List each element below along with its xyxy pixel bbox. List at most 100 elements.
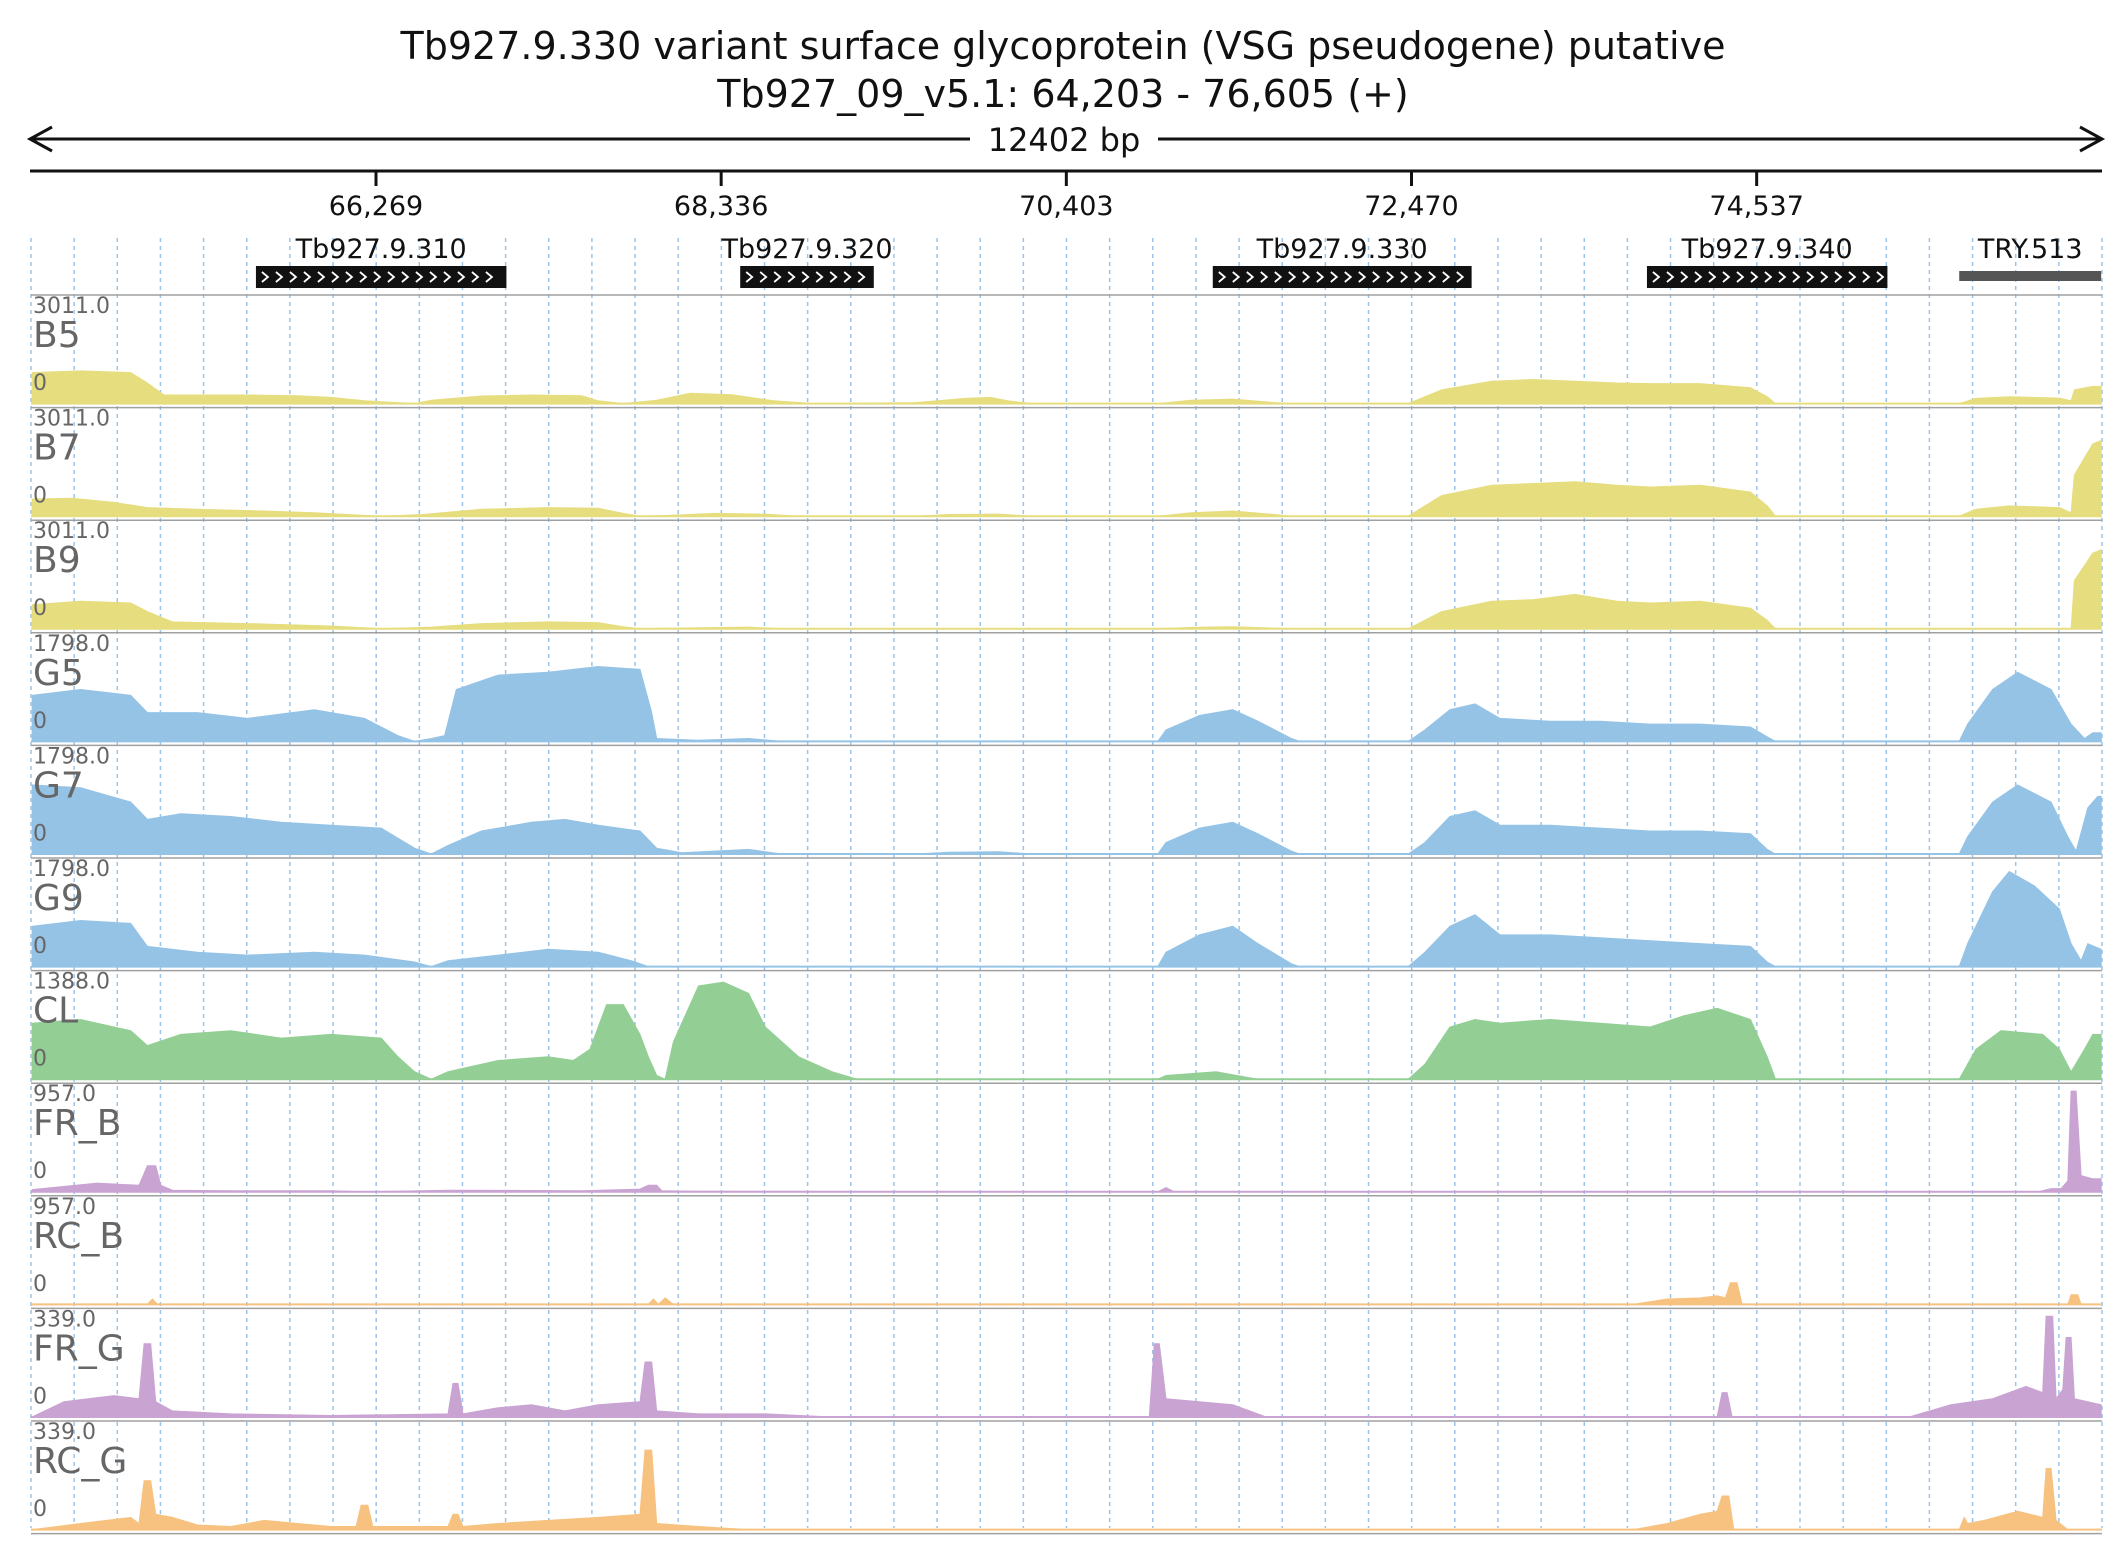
- strand-arrow: [443, 271, 452, 283]
- strand-arrow: [1680, 271, 1689, 283]
- strand-arrow: [1428, 271, 1437, 283]
- strand-arrow: [759, 271, 768, 283]
- strand-arrow: [801, 271, 810, 283]
- span-arrow-right-head: [2079, 125, 2106, 153]
- track-max-label: 957.0: [33, 1082, 96, 1107]
- coverage-area: [31, 439, 2102, 517]
- track-name: G9: [33, 878, 84, 919]
- strand-arrow: [857, 271, 866, 283]
- strand-arrow: [1862, 271, 1871, 283]
- coverage-area: [31, 981, 2102, 1080]
- track-max-label: 339.0: [33, 1307, 96, 1332]
- track-zero-label: 0: [33, 934, 47, 959]
- figure-subtitle: Tb927_09_v5.1: 64,203 - 76,605 (+): [717, 72, 1409, 116]
- strand-arrow: [1386, 271, 1395, 283]
- strand-arrow: [401, 271, 410, 283]
- strand-arrow: [815, 271, 824, 283]
- ruler-ticks: 66,269 68,336 70,403 72,470 74,537: [329, 171, 1804, 222]
- strand-arrow: [1820, 271, 1829, 283]
- strand-arrow: [485, 271, 494, 283]
- strand-arrow: [1876, 271, 1885, 283]
- track-zero-label: 0: [33, 1497, 47, 1522]
- track-max-label: 1798.0: [33, 632, 110, 657]
- strand-arrow: [1764, 271, 1773, 283]
- coverage-area: [31, 784, 2102, 855]
- strand-arrow: [471, 271, 480, 283]
- strand-arrow: [773, 271, 782, 283]
- track-name: B9: [33, 540, 81, 581]
- span-label: 12402 bp: [988, 121, 1141, 159]
- track-fr-g: 339.0FR_G 0: [31, 1307, 2102, 1418]
- track-name: G5: [33, 653, 84, 694]
- strand-arrow: [745, 271, 754, 283]
- track-zero-label: 0: [33, 371, 47, 396]
- coverage-area: [32, 1449, 2102, 1531]
- ruler-tick-label: 68,336: [674, 191, 768, 222]
- strand-arrow: [1456, 271, 1465, 283]
- track-zero-label: 0: [33, 1272, 47, 1297]
- gene-label: Tb927.9.320: [720, 234, 892, 265]
- track-max-label: 1798.0: [33, 857, 110, 882]
- strand-arrow: [1736, 271, 1745, 283]
- strand-arrow: [1344, 271, 1353, 283]
- strand-arrow: [373, 271, 382, 283]
- strand-arrow: [1232, 271, 1241, 283]
- track-zero-label: 0: [33, 1384, 47, 1409]
- strand-arrow: [317, 271, 326, 283]
- ruler: 12402 bp 66,269 68,336 70,403 72,470 74,537: [26, 117, 2106, 222]
- track-g5: 1798.0G5 0: [31, 632, 2102, 743]
- strand-arrow: [1792, 271, 1801, 283]
- strand-arrow: [1372, 271, 1381, 283]
- strand-arrow: [387, 271, 396, 283]
- strand-arrow: [1274, 271, 1283, 283]
- strand-arrow: [1834, 271, 1843, 283]
- ruler-tick-label: 72,470: [1364, 191, 1458, 222]
- strand-arrow: [1288, 271, 1297, 283]
- strand-arrow: [1848, 271, 1857, 283]
- track-name: RC_G: [33, 1441, 127, 1482]
- track-zero-label: 0: [33, 484, 47, 509]
- track-zero-label: 0: [33, 821, 47, 846]
- gene-label: Tb927.9.310: [295, 234, 467, 265]
- track-name: CL: [33, 991, 78, 1032]
- strand-arrow: [1442, 271, 1451, 283]
- gene-label: TRY.513: [1977, 234, 2083, 265]
- strand-arrow: [1218, 271, 1227, 283]
- gene-annotations: Tb927.9.310 Tb927.9.320 Tb927.9.330 Tb927.9…: [255, 234, 2102, 288]
- ruler-tick-label: 70,403: [1019, 191, 1113, 222]
- track-zero-label: 0: [33, 596, 47, 621]
- strand-arrow: [261, 271, 270, 283]
- strand-arrow: [1652, 271, 1661, 283]
- strand-arrow: [289, 271, 298, 283]
- strand-arrow: [1358, 271, 1367, 283]
- strand-arrow: [345, 271, 354, 283]
- strand-arrow: [1722, 271, 1731, 283]
- strand-arrow: [1316, 271, 1325, 283]
- coverage-area: [32, 1282, 2102, 1306]
- strand-arrow: [1694, 271, 1703, 283]
- strand-arrow: [303, 271, 312, 283]
- track-zero-label: 0: [33, 1047, 47, 1072]
- track-name: B7: [33, 428, 81, 469]
- strand-arrow: [1400, 271, 1409, 283]
- strand-arrow: [331, 271, 340, 283]
- track-g7: 1798.0G7 0: [31, 744, 2102, 855]
- gene-label: Tb927.9.330: [1256, 234, 1428, 265]
- strand-arrow: [1330, 271, 1339, 283]
- strand-arrow: [1750, 271, 1759, 283]
- gene-feature: [1212, 266, 1472, 288]
- track-name: FR_G: [33, 1328, 125, 1369]
- strand-arrow: [1302, 271, 1311, 283]
- track-b5: 3011.0B5 0: [31, 294, 2102, 405]
- strand-arrow: [1246, 271, 1255, 283]
- track-name: RC_B: [33, 1216, 124, 1257]
- gene-label: Tb927.9.340: [1681, 234, 1853, 265]
- gene-feature: [1959, 271, 2102, 281]
- track-max-label: 339.0: [33, 1420, 96, 1445]
- track-max-label: 3011.0: [33, 519, 110, 544]
- track-max-label: 3011.0: [33, 407, 110, 432]
- strand-arrow: [1666, 271, 1675, 283]
- track-name: B5: [33, 315, 81, 356]
- track-zero-label: 0: [33, 709, 47, 734]
